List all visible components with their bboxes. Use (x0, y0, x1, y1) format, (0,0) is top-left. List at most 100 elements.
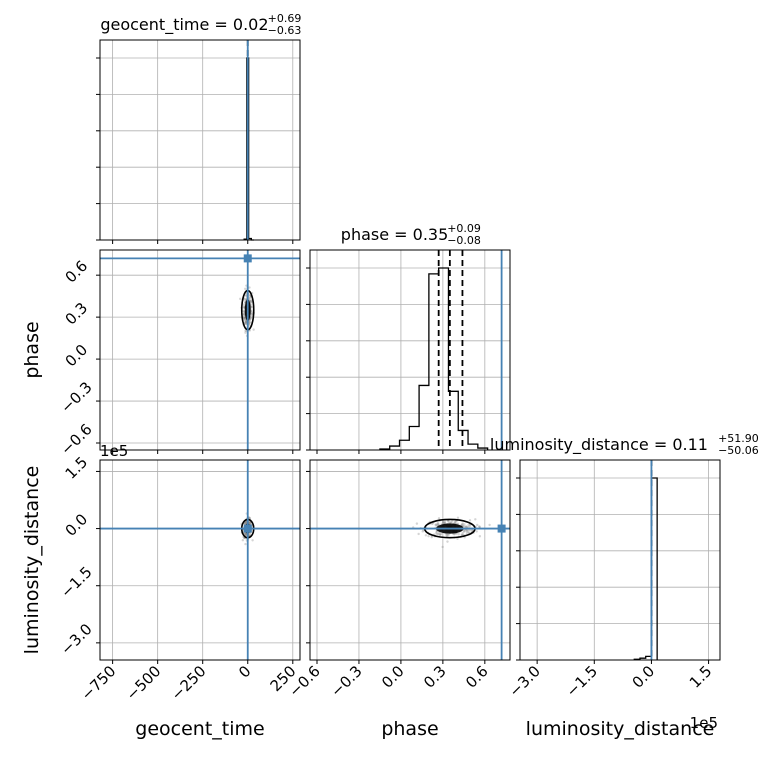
y-tick-label: 0.0 (62, 341, 92, 371)
title-plus: +0.69 (268, 12, 302, 25)
sample-point (424, 534, 428, 537)
sample-point (457, 532, 460, 536)
y-axis-label: luminosity_distance (21, 466, 43, 655)
sample-point (434, 523, 437, 527)
x-offset-label: 1e5 (690, 714, 718, 732)
sample-point (434, 523, 438, 526)
grid-layer (100, 40, 720, 660)
sample-point (242, 309, 245, 313)
sample-point (250, 312, 253, 316)
sample-point (460, 533, 463, 536)
sample-point (476, 523, 479, 527)
sample-point (415, 522, 419, 525)
sample-point (446, 540, 449, 543)
sample-point (443, 521, 446, 525)
sample-point (436, 523, 439, 526)
sample-point (441, 521, 445, 524)
sample-point (453, 533, 456, 536)
sample-point (478, 535, 482, 538)
sample-point (243, 318, 246, 322)
histogram-step (633, 477, 658, 660)
sample-point (249, 296, 252, 299)
title-main: luminosity_distance = 0.11 (490, 435, 708, 455)
y-offset-label: 1e5 (100, 442, 128, 460)
sample-point (249, 317, 252, 320)
sample-point (465, 529, 468, 532)
sample-point (243, 317, 246, 321)
sample-point (465, 531, 469, 535)
sample-point (248, 521, 252, 524)
histogram-step (243, 57, 255, 241)
sample-point (241, 538, 245, 542)
sample-point (467, 523, 470, 527)
text-layer: −0.6−0.30.00.30.6−3.0−1.50.01.5−750 −500−… (21, 12, 759, 740)
sample-point (252, 328, 255, 331)
panel-title: geocent_time = 0.02 +0.69−0.63 (100, 12, 301, 37)
sample-point (461, 531, 464, 535)
sample-point (242, 312, 245, 316)
sample-point (463, 530, 466, 533)
panel-frame (99, 249, 301, 451)
title-main: phase = 0.35 (341, 225, 448, 244)
sample-point (243, 322, 247, 325)
sample-point (440, 532, 443, 536)
panel-frame (99, 459, 301, 661)
sample-point (478, 525, 481, 529)
y-tick-label: 0.6 (62, 257, 92, 287)
sample-point (248, 320, 251, 324)
x-tick-label: −500 (123, 662, 165, 704)
sample-point (438, 532, 441, 535)
sample-point (463, 523, 466, 526)
sample-point (474, 518, 477, 521)
x-tick-label: 0.0 (629, 662, 659, 692)
sample-point (451, 519, 454, 523)
sample-point (244, 321, 247, 324)
sample-point (242, 303, 246, 306)
sample-point (446, 533, 450, 536)
sample-point (435, 532, 438, 536)
x-tick-label: 0.0 (378, 662, 408, 692)
sample-point (251, 539, 254, 542)
sample-point (461, 522, 465, 525)
sample-point (439, 533, 442, 537)
sample-point (244, 542, 247, 546)
sample-point (449, 521, 453, 524)
sample-point (249, 521, 252, 524)
panel-title: phase = 0.35+0.09−0.08 (341, 222, 481, 247)
sample-point (435, 530, 439, 533)
sample-point (244, 521, 248, 524)
sample-point (462, 524, 465, 528)
sample-point (488, 523, 491, 527)
sample-point (244, 287, 247, 291)
x-tick-label: 0 (235, 662, 254, 681)
y-tick-label: 0.0 (62, 510, 92, 540)
sample-point (244, 521, 247, 524)
sample-point (436, 521, 440, 525)
sample-point (460, 533, 464, 537)
frames-layer (96, 39, 721, 664)
panel-frame (309, 459, 511, 661)
panel-frame (519, 459, 721, 661)
sample-point (456, 516, 460, 520)
sample-point (445, 532, 449, 536)
panel-frame (309, 249, 511, 451)
sample-point (244, 533, 248, 537)
sample-point (244, 331, 247, 334)
x-tick-label: −1.5 (563, 662, 601, 700)
x-tick-label: −3.0 (505, 662, 543, 700)
y-tick-label: −3.0 (57, 620, 95, 658)
sample-point (463, 529, 466, 533)
sample-point (463, 525, 466, 528)
sample-point (242, 306, 246, 309)
sample-point (465, 529, 469, 533)
sample-point (445, 534, 448, 537)
x-tick-label: −0.3 (327, 662, 365, 700)
sample-point (461, 523, 464, 526)
title-minus: −0.08 (447, 234, 481, 247)
y-tick-label: −1.5 (57, 563, 95, 601)
sample-point (250, 309, 253, 312)
sample-point (447, 533, 451, 536)
sample-point (478, 525, 481, 528)
x-tick-label: 1.5 (686, 662, 716, 692)
sample-point (470, 529, 474, 532)
